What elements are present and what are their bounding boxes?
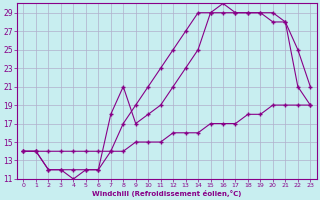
X-axis label: Windchill (Refroidissement éolien,°C): Windchill (Refroidissement éolien,°C) [92, 190, 242, 197]
